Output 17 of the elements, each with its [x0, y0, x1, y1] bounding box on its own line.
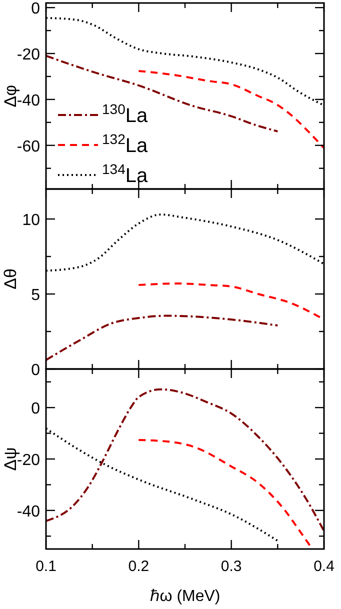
y-tick-label: 5	[31, 287, 40, 304]
y-tick-label: 0	[31, 0, 40, 18]
x-tick-label: 0.2	[128, 558, 150, 575]
legend-label: $^{130}$La	[102, 101, 148, 127]
y-tick-label: -40	[16, 503, 40, 520]
y-tick-label: -60	[16, 138, 40, 156]
x-tick-label: 0.4	[314, 558, 334, 575]
y-tick-label: 0	[31, 362, 40, 379]
y-tick-label: 10	[22, 212, 40, 229]
y-tick-label: 0	[31, 400, 40, 418]
x-axis-title: ℏω (MeV)	[150, 588, 220, 605]
x-tick-label: 0.1	[36, 558, 56, 575]
legend-label: $^{134}$La	[102, 161, 148, 187]
x-tick-label: 0.3	[220, 558, 242, 575]
legend-label: $^{132}$La	[102, 131, 148, 157]
y-tick-label: -20	[16, 46, 40, 64]
y-axis-title: Δθ	[1, 268, 20, 290]
